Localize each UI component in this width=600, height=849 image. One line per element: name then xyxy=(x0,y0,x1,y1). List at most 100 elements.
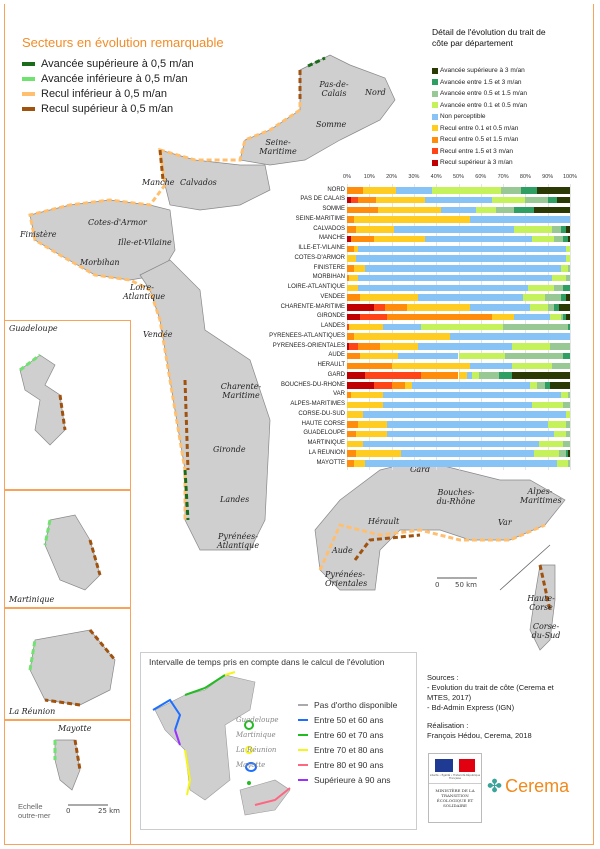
dep-label-cotes-armor: Cotes-d'Armor xyxy=(88,218,147,227)
bar-segment xyxy=(351,391,383,399)
legend-label: Recul entre 0.1 et 0.5 m/an xyxy=(440,124,519,132)
realisation-heading: Réalisation : xyxy=(427,721,469,730)
bar-segment xyxy=(536,187,570,194)
legend-label: Supérieure à 90 ans xyxy=(314,775,391,785)
x-tick-label: 10% xyxy=(363,174,375,180)
bar-segment xyxy=(563,284,570,291)
legend-swatch xyxy=(432,67,438,74)
legend-label: Avancée supérieure à 3 m/an xyxy=(440,67,525,74)
bar-segment xyxy=(353,216,470,223)
bar-segment xyxy=(382,401,533,408)
bar-segment xyxy=(496,206,515,213)
bar-segment xyxy=(469,304,530,311)
cerema-logo: ✤ Cerema xyxy=(487,776,569,797)
dep-label-alpes-maritimes: Alpes-Maritimes xyxy=(520,487,562,505)
x-tick-label: 70% xyxy=(497,174,509,180)
legend-swatch xyxy=(432,79,438,85)
dep-label-bouches-du-rhone: Bouches-du-Rhône xyxy=(436,488,476,506)
bar-segment xyxy=(549,382,570,389)
interval-panel xyxy=(140,652,417,830)
bar-segment xyxy=(418,343,513,350)
bar-segment xyxy=(347,323,350,330)
inset-frame-martinique xyxy=(4,490,131,608)
bar-segment xyxy=(393,226,515,233)
legend-swatch xyxy=(432,113,438,120)
bar-segment xyxy=(347,226,356,233)
category-label: COTES-D'ARMOR xyxy=(294,254,345,261)
bar-segment xyxy=(358,196,376,204)
inset-label-reunion: La Réunion xyxy=(9,707,56,716)
x-tick-label: 60% xyxy=(475,174,487,180)
category-label: HERAULT xyxy=(317,362,345,368)
bar-segment xyxy=(563,313,566,321)
bar-segment xyxy=(353,265,365,272)
legend-swatch xyxy=(298,733,308,737)
bar-segment xyxy=(467,372,472,379)
bar-segment xyxy=(538,440,564,447)
map-martinique xyxy=(44,514,101,591)
legend-swatch xyxy=(432,136,438,143)
bar-segment xyxy=(404,382,412,389)
bar-segment xyxy=(561,226,566,233)
bar-segment xyxy=(362,187,397,194)
bar-segment xyxy=(503,323,568,330)
bar-segment xyxy=(382,391,562,399)
map-legend-item: Avancée inférieure à 0,5 m/an xyxy=(22,73,188,85)
interval-legend-item: Pas d'ortho disponible xyxy=(298,700,397,710)
bar-segment xyxy=(418,294,524,301)
inset-label-martinique: Martinique xyxy=(9,595,55,604)
bar-segment xyxy=(545,382,550,389)
bar-segment xyxy=(373,382,392,389)
map-legend-item: Recul supérieur à 0,5 m/an xyxy=(22,103,173,115)
legend-label: Recul supérieur à 3 m/an xyxy=(440,159,513,166)
interval-inset-reunion: La Réunion xyxy=(236,746,277,754)
dep-label-corse-du-sud: Corse-du-Sud xyxy=(531,622,561,640)
bar-segment xyxy=(360,352,399,360)
legend-swatch xyxy=(298,718,308,722)
bar-segment xyxy=(364,372,421,379)
x-tick-label: 30% xyxy=(408,174,420,180)
cerema-star-icon: ✤ xyxy=(487,776,503,797)
bar-segment xyxy=(387,421,548,428)
scale-metro-value: 50 km xyxy=(455,581,478,589)
bar-segment xyxy=(458,352,506,360)
legend-swatch xyxy=(298,748,308,752)
bar-segment xyxy=(375,196,426,204)
bar-segment xyxy=(373,235,426,243)
bar-segment xyxy=(347,235,352,243)
interval-legend-item: Entre 60 et 70 ans xyxy=(298,730,383,740)
dep-label-ille-et-vilaine: Ille-et-Vilaine xyxy=(118,238,172,247)
bar-segment xyxy=(347,430,356,438)
bar-segment xyxy=(558,304,570,311)
legend-swatch xyxy=(22,77,35,81)
category-label: MARTINIQUE xyxy=(307,440,345,446)
legend-label: Entre 80 et 90 ans xyxy=(314,760,384,770)
interval-inset-mayotte: Mayotte xyxy=(236,761,266,769)
scale-outremer-value: 25 km xyxy=(98,807,121,815)
legend-swatch xyxy=(432,90,438,97)
bar-segment xyxy=(347,294,361,301)
legend-swatch xyxy=(22,62,35,66)
inset-frame-mayotte xyxy=(4,720,131,845)
bar-segment xyxy=(527,284,555,291)
map-legend-title: Secteurs en évolution remarquable xyxy=(22,35,224,50)
legend-label: Recul entre 1.5 et 3 m/an xyxy=(440,147,513,155)
interval-legend-item: Entre 70 et 80 ans xyxy=(298,745,383,755)
bar-segment xyxy=(567,450,570,457)
bar-segment xyxy=(347,411,363,418)
inset-frame-guadeloupe xyxy=(4,320,131,490)
bar-segment xyxy=(347,216,354,223)
republique-text: Liberté • Égalité • Fraternité Républiqu… xyxy=(429,774,481,780)
chart-legend-item: Avancée entre 1.5 et 3 m/an xyxy=(432,79,522,86)
category-label: CALVADOS xyxy=(313,225,345,232)
category-label: FINISTERE xyxy=(313,264,345,271)
category-label: LA REUNION xyxy=(308,449,345,456)
gridline xyxy=(570,184,571,470)
bar-segment xyxy=(563,401,570,408)
bar-segment xyxy=(545,294,562,301)
bar-segment xyxy=(512,343,550,350)
category-label: MANCHE xyxy=(318,235,345,242)
bar-segment xyxy=(563,352,570,360)
bar-segment xyxy=(347,401,383,408)
legend-label: Avancée supérieure à 0,5 m/an xyxy=(41,58,194,70)
